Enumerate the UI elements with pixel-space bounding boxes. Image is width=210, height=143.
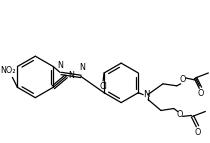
Text: O: O <box>177 110 183 119</box>
Text: O: O <box>180 75 186 84</box>
Text: NO₂: NO₂ <box>1 66 16 75</box>
Text: O: O <box>194 128 201 137</box>
Text: N: N <box>143 90 150 99</box>
Text: N: N <box>68 71 74 80</box>
Text: O: O <box>197 89 204 98</box>
Text: Cl: Cl <box>99 82 107 91</box>
Text: N: N <box>79 63 85 73</box>
Text: N: N <box>57 60 63 69</box>
